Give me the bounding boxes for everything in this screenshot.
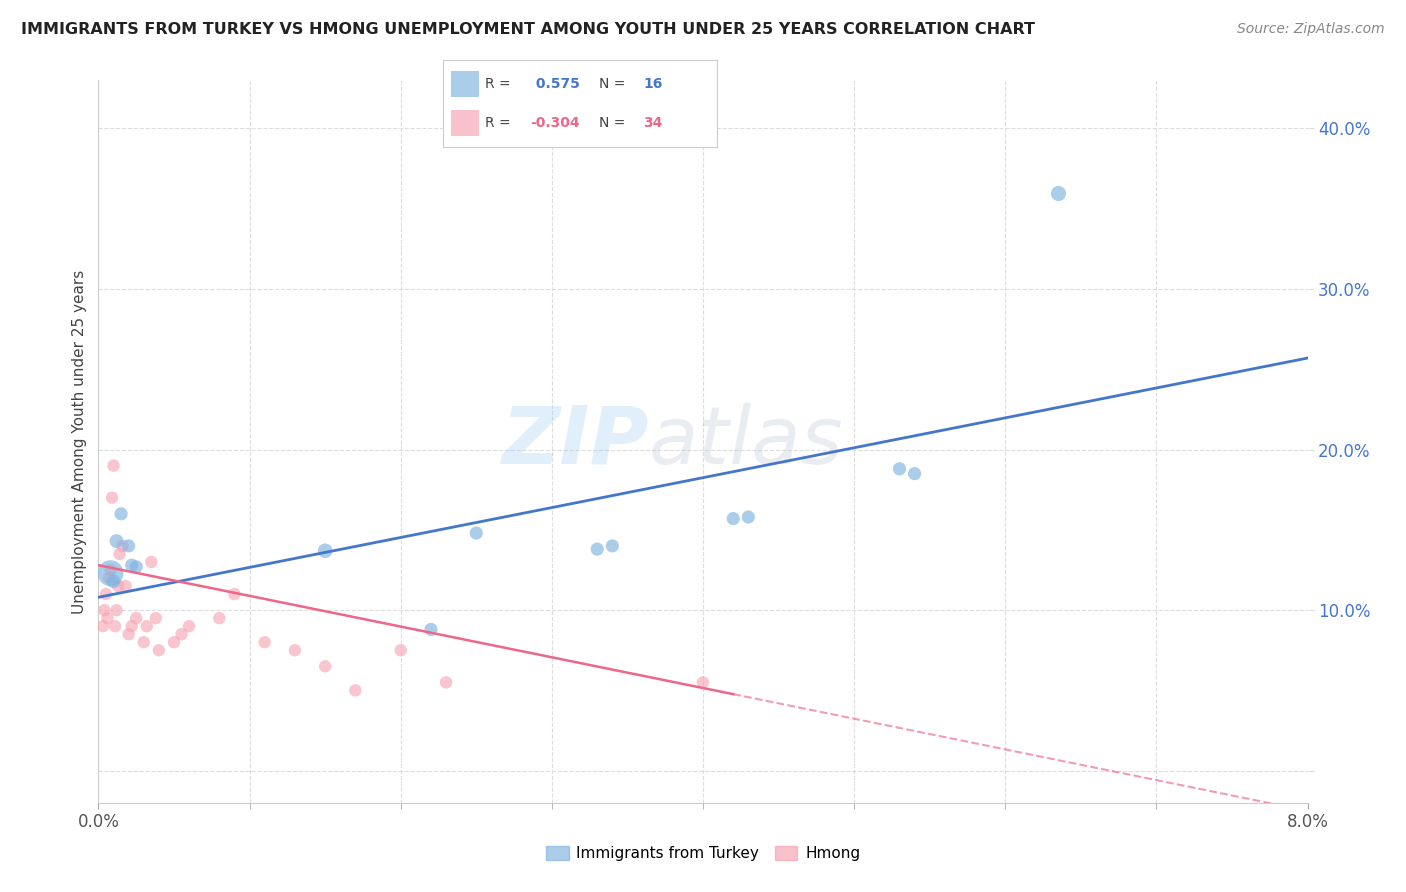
Text: N =: N = (599, 116, 630, 129)
Point (889, 462, 911, 476)
Point (145, 611, 167, 625)
Text: atlas: atlas (648, 402, 844, 481)
Text: ZIP: ZIP (501, 402, 648, 481)
Point (103, 458, 125, 473)
Point (344, 683, 367, 698)
Text: 0.575: 0.575 (530, 78, 579, 91)
Point (105, 603, 128, 617)
Point (96, 611, 118, 625)
Point (104, 619, 127, 633)
Point (125, 559, 148, 574)
Point (121, 558, 143, 573)
Point (420, 623, 443, 637)
Point (253, 635, 276, 649)
Text: 34: 34 (643, 116, 662, 129)
FancyBboxPatch shape (451, 110, 478, 136)
Point (904, 467, 927, 481)
Point (93, 603, 115, 617)
Point (132, 635, 155, 649)
Point (586, 542, 609, 557)
Text: Source: ZipAtlas.com: Source: ZipAtlas.com (1237, 22, 1385, 37)
Point (170, 627, 193, 641)
Point (314, 543, 336, 558)
Point (121, 619, 143, 633)
Point (118, 539, 141, 553)
Y-axis label: Unemployment Among Youth under 25 years: Unemployment Among Youth under 25 years (72, 269, 87, 614)
Point (103, 574, 125, 589)
Point (314, 659, 336, 673)
Text: R =: R = (485, 116, 516, 129)
Point (135, 619, 157, 633)
Point (1047, 186, 1070, 200)
Text: R =: R = (485, 78, 516, 91)
FancyBboxPatch shape (451, 71, 478, 97)
Point (100, 563, 122, 577)
Point (100, 566, 122, 581)
Text: N =: N = (599, 78, 630, 91)
Point (602, 539, 624, 553)
Point (114, 579, 136, 593)
Point (107, 579, 129, 593)
Point (91, 619, 114, 633)
Point (284, 643, 307, 657)
Point (108, 547, 131, 561)
Point (389, 643, 412, 657)
Point (179, 619, 201, 633)
Point (163, 635, 186, 649)
Point (111, 539, 134, 553)
Legend: Immigrants from Turkey, Hmong: Immigrants from Turkey, Hmong (540, 840, 866, 867)
Point (141, 555, 163, 569)
Text: -0.304: -0.304 (530, 116, 581, 129)
Text: 16: 16 (643, 78, 662, 91)
Point (434, 675, 457, 690)
Point (101, 491, 124, 505)
Point (98, 571, 121, 585)
Point (105, 534, 128, 549)
Text: IMMIGRANTS FROM TURKEY VS HMONG UNEMPLOYMENT AMONG YOUTH UNDER 25 YEARS CORRELAT: IMMIGRANTS FROM TURKEY VS HMONG UNEMPLOY… (21, 22, 1035, 37)
Point (125, 611, 148, 625)
Point (465, 526, 488, 541)
Point (110, 507, 132, 521)
Point (737, 510, 759, 524)
Point (118, 627, 141, 641)
Point (224, 587, 246, 601)
Point (148, 643, 170, 657)
Point (723, 511, 745, 525)
Point (94, 587, 117, 601)
Point (208, 611, 231, 625)
Point (692, 675, 714, 690)
